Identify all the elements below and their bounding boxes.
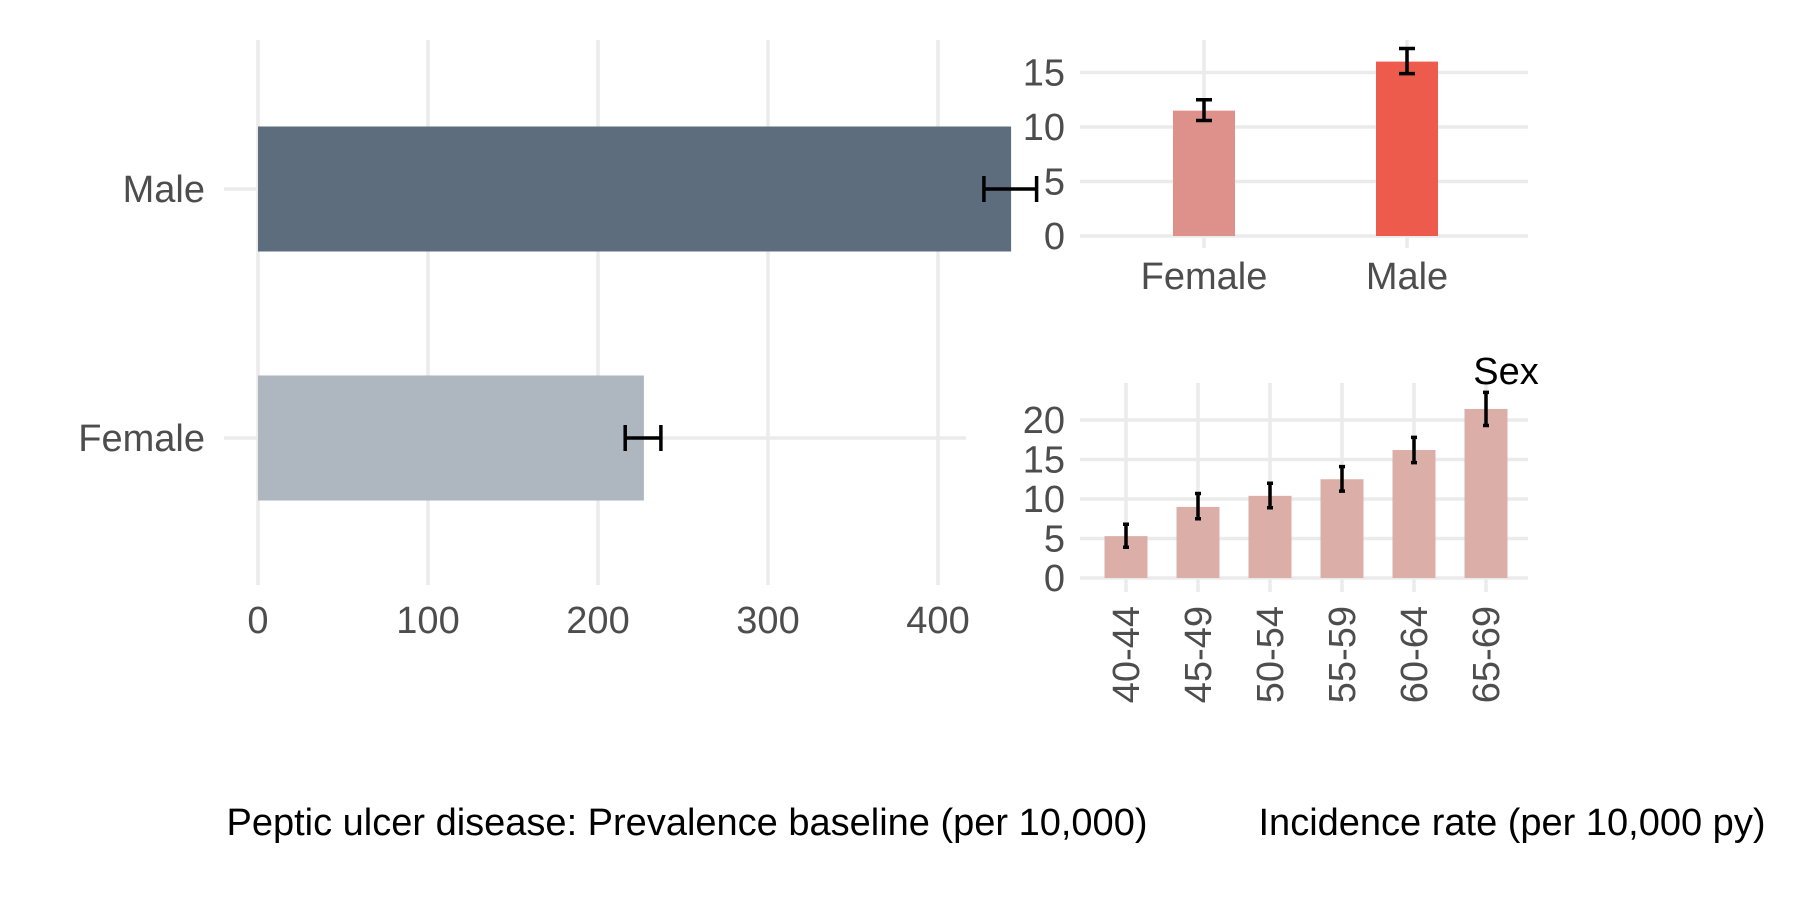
y-tick-label: 20 [1023, 400, 1065, 442]
bar-female [258, 375, 644, 501]
x-tick-label: 300 [736, 600, 799, 642]
error-bar-age-55-59 [1339, 464, 1345, 493]
prevalence-axis-title: Peptic ulcer disease: Prevalence baselin… [227, 802, 1148, 844]
x-tick-label: 65-69 [1466, 606, 1508, 703]
error-bar-female [1196, 98, 1212, 123]
y-tick-label: 0 [1044, 558, 1065, 600]
y-tick-label: 15 [1023, 440, 1065, 482]
sex-axis-title: Sex [1473, 351, 1538, 393]
error-bar-age-65-69 [1483, 390, 1489, 428]
bar-age-50-54 [1248, 495, 1292, 578]
error-bar-age-50-54 [1267, 481, 1273, 510]
y-tick-label: 10 [1023, 107, 1065, 149]
bar-age-60-64 [1392, 450, 1436, 578]
x-tick-label: 60-64 [1394, 606, 1436, 703]
y-tick-label: Male [123, 169, 205, 211]
prevalence-panel: 0 100 200 300 400 Female Male [78, 40, 1039, 642]
x-tick-label: 45-49 [1178, 606, 1220, 703]
x-tick-label: Male [1366, 256, 1448, 298]
x-tick-label: 40-44 [1106, 606, 1148, 703]
error-bar-age-60-64 [1411, 435, 1417, 465]
bar-age-55-59 [1320, 479, 1364, 578]
bar-male [258, 126, 1012, 252]
y-tick-label: 5 [1044, 519, 1065, 561]
error-bar-age-45-49 [1195, 491, 1201, 521]
y-tick-label: 10 [1023, 479, 1065, 521]
x-tick-label: 400 [906, 600, 969, 642]
x-tick-label: 55-59 [1322, 606, 1364, 703]
y-tick-label: Female [78, 418, 205, 460]
x-tick-label: 100 [396, 600, 459, 642]
x-tick-label: 200 [566, 600, 629, 642]
sex-incidence-panel: 0 5 10 15 Female Male [1023, 40, 1528, 298]
x-tick-label: 50-54 [1250, 606, 1292, 703]
y-tick-label: 5 [1044, 162, 1065, 204]
x-tick-label: 0 [247, 600, 268, 642]
incidence-axis-title: Incidence rate (per 10,000 py) [1259, 802, 1766, 844]
error-bar-male [982, 176, 1039, 202]
bar-female [1173, 110, 1235, 236]
y-tick-label: 15 [1023, 53, 1065, 95]
error-bar-female [623, 425, 663, 451]
error-bar-male [1399, 46, 1415, 76]
bar-male [1376, 61, 1438, 236]
x-tick-label: Female [1141, 256, 1268, 298]
bar-age-65-69 [1464, 408, 1508, 578]
y-tick-label: 0 [1044, 216, 1065, 258]
error-bar-age-40-44 [1123, 522, 1129, 549]
